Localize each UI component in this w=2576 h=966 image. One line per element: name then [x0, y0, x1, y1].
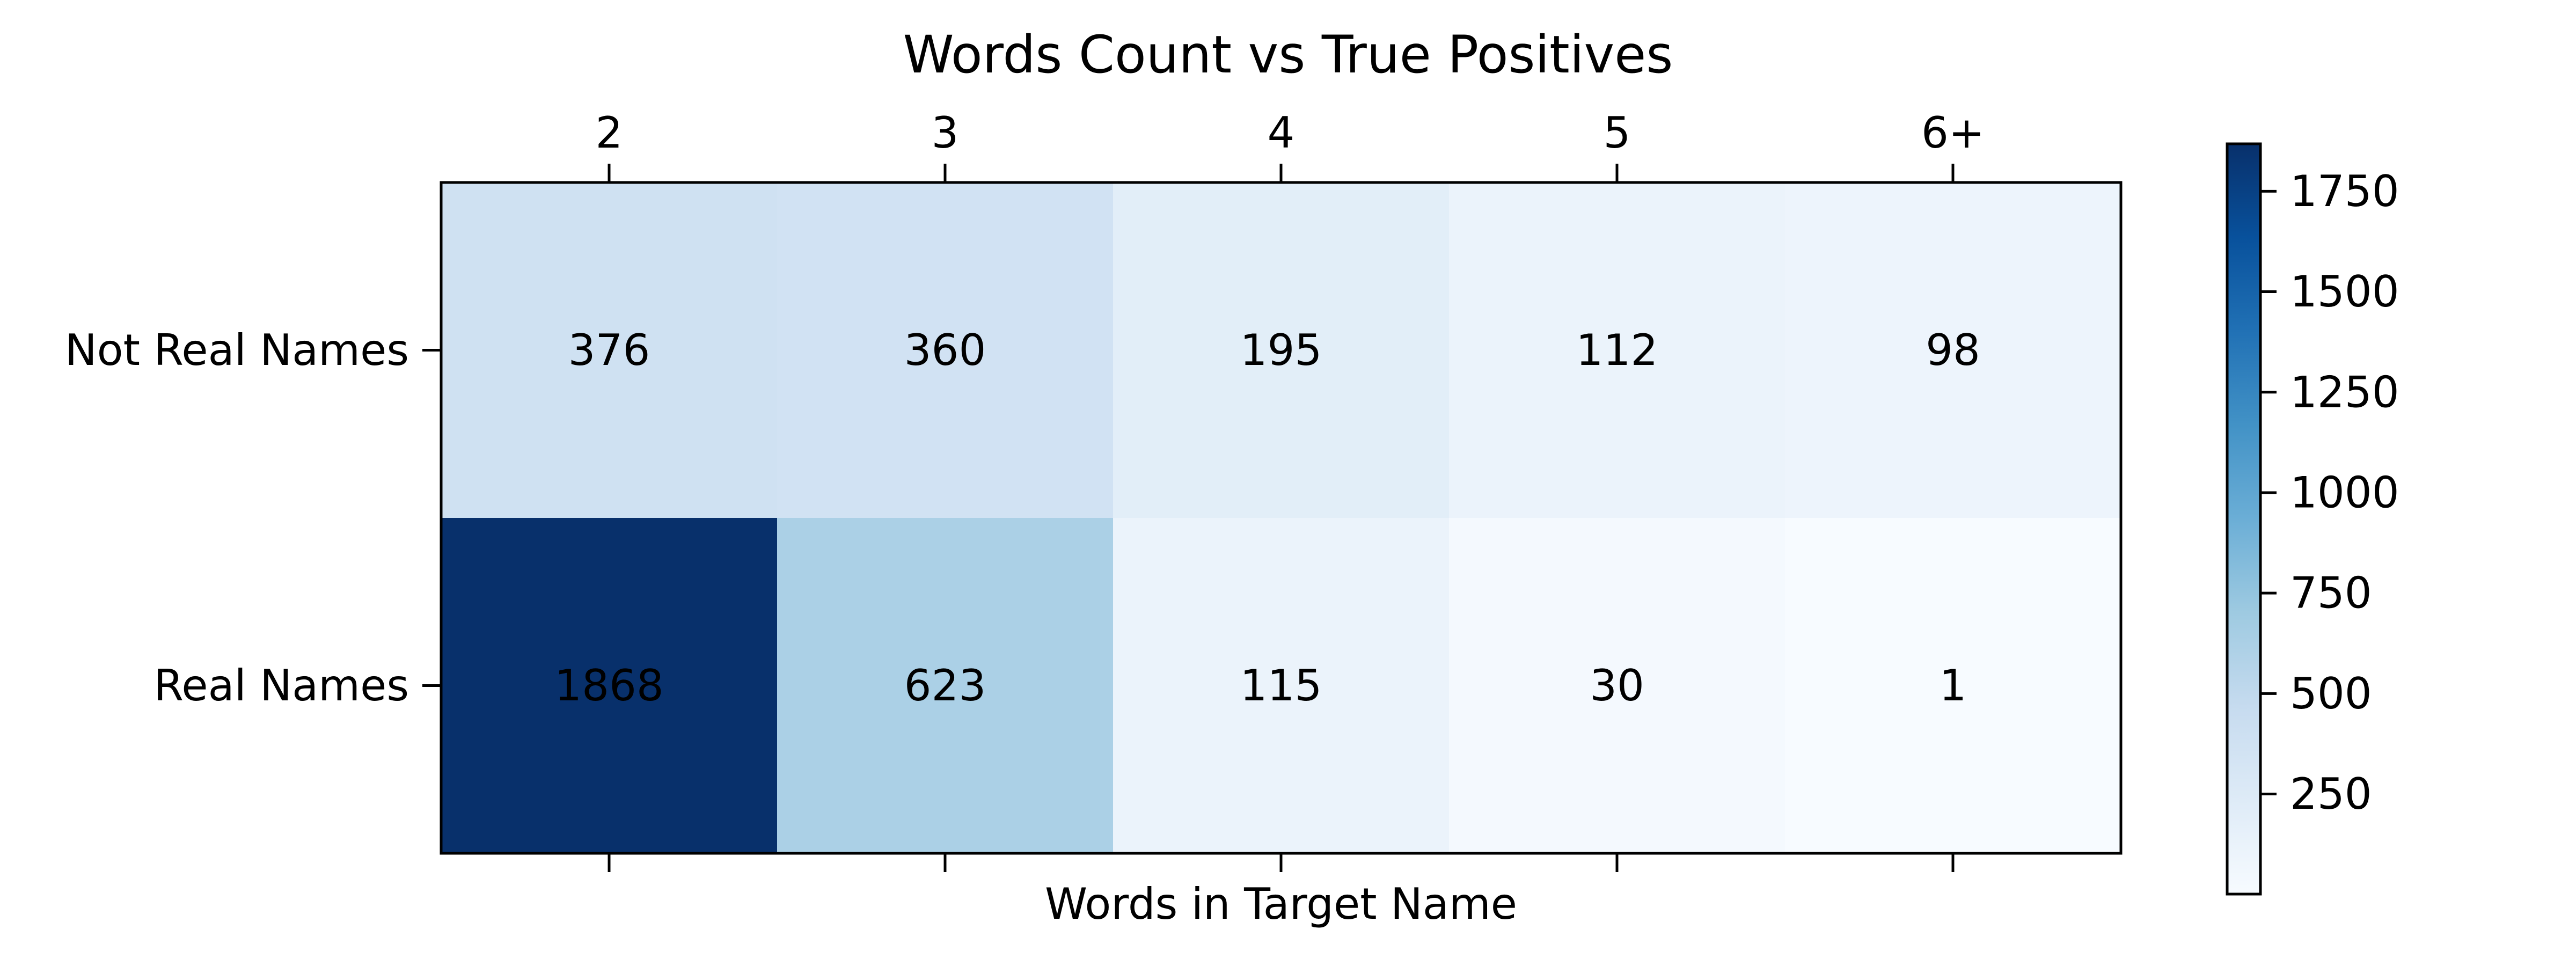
x-tick-label: 6+: [1921, 108, 1985, 158]
heatmap-cell: [777, 518, 1114, 854]
heatmap-cell: [1113, 518, 1450, 854]
colorbar-tick-label: 1500: [2290, 267, 2399, 317]
cell-value-label: 195: [1240, 325, 1322, 375]
y-tick-label: Real Names: [153, 661, 409, 711]
x-ticks-top: 2 3 4 5 6+: [596, 108, 1985, 182]
heatmap-cell: [777, 182, 1114, 518]
colorbar-tick-label: 1750: [2290, 166, 2399, 216]
cell-value-label: 115: [1240, 661, 1322, 711]
x-tick-label: 2: [596, 108, 623, 158]
cell-value-label: 623: [904, 661, 986, 711]
heatmap-cells: [441, 182, 2121, 854]
heatmap-cell: [441, 182, 778, 518]
x-axis-label: Words in Target Name: [1045, 879, 1517, 929]
heatmap-cell: [441, 518, 778, 854]
y-tick-label: Not Real Names: [65, 325, 409, 375]
x-tick-label: 4: [1268, 108, 1295, 158]
cell-value-label: 98: [1926, 325, 1980, 375]
x-ticks-bottom: [608, 853, 1955, 872]
x-tick-label: 5: [1604, 108, 1631, 158]
heatmap-cell: [1785, 518, 2121, 854]
heatmap-cell: [1449, 182, 1785, 518]
chart-title: Words Count vs True Positives: [903, 25, 1673, 85]
y-ticks: Not Real Names Real Names: [65, 325, 441, 711]
cell-value-label: 112: [1576, 325, 1658, 375]
cell-value-label: 1868: [554, 661, 664, 711]
colorbar: [2226, 142, 2262, 896]
heatmap-cell: [1785, 182, 2121, 518]
colorbar-tick-label: 750: [2290, 568, 2372, 618]
colorbar-tick-label: 500: [2290, 669, 2372, 719]
heatmap-cell: [1449, 518, 1785, 854]
cell-value-label: 30: [1590, 661, 1644, 711]
colorbar-tick-label: 1000: [2290, 467, 2399, 517]
cell-labels: 376 360 195 112 98 1868 623 115 30 1: [554, 325, 1980, 711]
colorbar-tick-label: 1250: [2290, 367, 2399, 417]
x-tick-label: 3: [932, 108, 959, 158]
heatmap-cell: [1113, 182, 1450, 518]
colorbar-ticks: 250 500 750 1000 1250 1500 1750: [2260, 166, 2399, 819]
cell-value-label: 1: [1940, 661, 1967, 711]
cell-value-label: 376: [568, 325, 650, 375]
cell-value-label: 360: [904, 325, 986, 375]
colorbar-tick-label: 250: [2290, 769, 2372, 819]
